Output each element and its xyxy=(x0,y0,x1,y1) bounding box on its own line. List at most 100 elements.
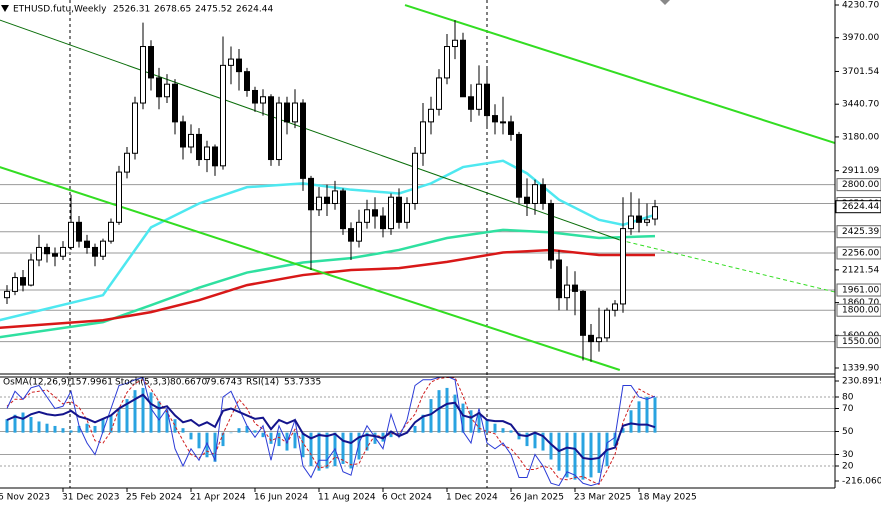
candle-body xyxy=(364,209,370,223)
candle-body xyxy=(444,46,450,79)
candle-body xyxy=(228,58,234,66)
candle-body xyxy=(636,215,642,223)
candle-body xyxy=(524,196,530,204)
y-tick-label: 2121.54 xyxy=(842,265,879,275)
osma-bar xyxy=(581,432,585,480)
candle-body xyxy=(116,171,122,223)
candle-body xyxy=(404,202,410,223)
candle-body xyxy=(532,184,538,204)
y-tick-label: 3180.00 xyxy=(842,132,879,142)
osma-bar xyxy=(317,432,321,471)
osma-bar xyxy=(221,432,225,447)
candle-body xyxy=(124,152,130,173)
osma-bar xyxy=(373,432,377,444)
candle-body xyxy=(324,196,330,204)
candle-body xyxy=(612,303,618,311)
price-panel xyxy=(0,4,835,371)
osma-bar xyxy=(309,432,313,467)
osma-bar xyxy=(117,408,121,433)
candle-body xyxy=(204,146,210,161)
open-value: 2526.31 xyxy=(113,5,150,15)
osma-bar xyxy=(421,414,425,433)
candle-body xyxy=(268,96,274,161)
candle-body xyxy=(468,96,474,110)
osma-bar xyxy=(469,410,473,433)
y-tick-label: 3440.70 xyxy=(842,100,879,110)
low-value: 2475.52 xyxy=(195,5,232,15)
candle-body xyxy=(220,64,226,167)
symbol: ETHUSD.futu,Weekly xyxy=(13,5,107,15)
candle-body xyxy=(340,190,346,230)
candle-body xyxy=(420,121,426,154)
candle-body xyxy=(428,108,434,123)
osma-bar xyxy=(573,432,577,480)
stoch-signal-value: 79.6743 xyxy=(205,378,242,388)
osma-bar xyxy=(101,419,105,433)
osma-bar xyxy=(301,432,305,458)
candle-body xyxy=(332,190,338,204)
osma-bar xyxy=(237,428,241,433)
osma-name: OsMA(12,26,9) xyxy=(3,378,70,388)
candle-body xyxy=(476,83,482,110)
stoch-value: 80.6670 xyxy=(170,378,207,388)
osma-bar xyxy=(173,419,177,433)
osma-bar xyxy=(61,428,65,433)
candle-body xyxy=(244,71,250,91)
shift-marker xyxy=(660,0,670,5)
level-label: 1550.00 xyxy=(842,337,879,347)
osma-bar xyxy=(341,432,345,464)
osma-bar xyxy=(277,432,281,447)
menu-arrow xyxy=(1,5,9,12)
osma-bar xyxy=(245,425,249,433)
candle-body xyxy=(12,277,18,292)
candle-body xyxy=(556,259,562,299)
x-tick-label: 26 Jan 2025 xyxy=(510,493,564,503)
y-tick-label: 1860.70 xyxy=(842,298,879,308)
level-label: 1800.00 xyxy=(842,306,879,316)
osma-bar xyxy=(37,421,41,433)
candle-body xyxy=(300,102,306,179)
x-tick-label: 18 May 2025 xyxy=(638,493,697,503)
osma-bar xyxy=(541,432,545,451)
osma-bar xyxy=(549,432,553,460)
candle-body xyxy=(644,219,650,223)
level-label-box xyxy=(836,283,881,297)
candle-body xyxy=(548,202,554,261)
candle-body xyxy=(20,277,26,286)
osma-bar xyxy=(589,432,593,478)
osma-bar xyxy=(197,432,201,449)
osma-bar xyxy=(13,414,17,433)
osma-tick-label: 230.8919 xyxy=(842,377,881,387)
x-tick-label: 31 Dec 2023 xyxy=(62,493,120,503)
osma-bar xyxy=(461,403,465,433)
candle-body xyxy=(188,133,194,148)
osma-bar xyxy=(389,432,393,438)
level-label: 2256.00 xyxy=(842,248,879,258)
osma-bar xyxy=(125,399,129,433)
osma-bar xyxy=(205,432,209,458)
rsi-name: RSI(14) xyxy=(246,378,279,388)
osma-bar xyxy=(493,423,497,433)
osma-bar xyxy=(293,432,297,449)
candle-body xyxy=(172,83,178,123)
high-value: 2678.65 xyxy=(154,5,191,15)
candle-body xyxy=(60,246,66,257)
candle-body xyxy=(164,83,170,98)
osma-bar xyxy=(109,414,113,433)
osma-bar xyxy=(533,432,537,449)
candle-body xyxy=(148,46,154,79)
osma-bar xyxy=(213,432,217,462)
candle-body xyxy=(316,196,322,211)
level-label-box xyxy=(836,225,881,239)
osma-bar xyxy=(637,401,641,433)
trendline xyxy=(0,19,620,241)
osma-bar xyxy=(357,432,361,460)
osma-bar xyxy=(77,425,81,433)
osma-bar xyxy=(229,432,233,434)
osma-bar xyxy=(21,412,25,433)
stoch-main xyxy=(6,377,656,487)
oscillator-tick-label: 50 xyxy=(842,427,854,437)
stoch-name: Stoch(5,3,3) xyxy=(115,378,170,388)
